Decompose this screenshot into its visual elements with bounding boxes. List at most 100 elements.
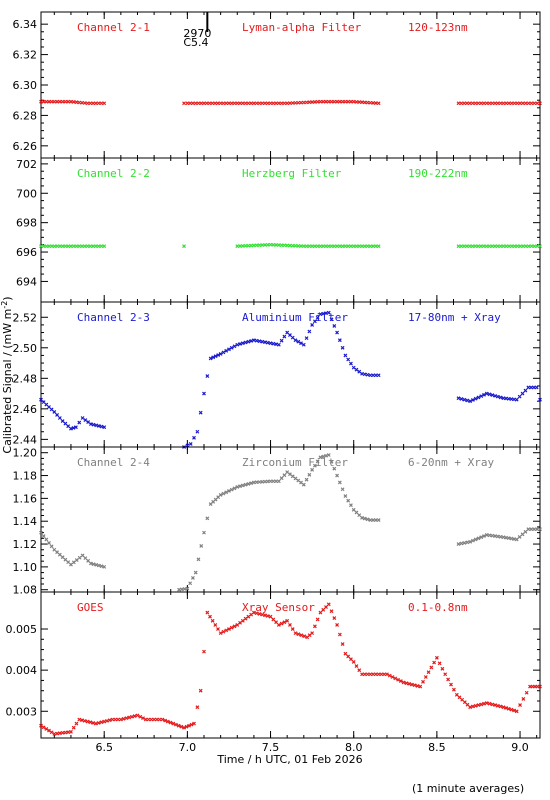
data-point [74,721,79,726]
data-point [66,560,71,565]
data-point [138,714,143,719]
data-point [401,680,406,685]
data-point [74,425,78,430]
data-point [243,340,248,345]
data-point [91,422,96,427]
channel-label: Channel 2-2 [77,167,150,180]
data-point [404,681,409,686]
data-point [351,507,356,512]
data-point [263,613,267,618]
panel-2: 694 696 698 700 702 Channel 2-2 Herzberg Filte… [16,157,542,303]
data-point [71,725,76,730]
data-point [365,372,370,377]
data-point [351,659,356,664]
data-point [357,668,362,673]
data-point [512,537,516,541]
data-point [459,396,464,401]
x-tick-label: 7.5 [262,741,280,754]
data-point [376,101,381,106]
y-tick-label: 1.12 [13,538,38,551]
y-tick-label: 2.46 [13,403,38,416]
data-point [254,611,259,616]
data-point [224,348,229,353]
data-point [523,529,528,534]
data-point [192,435,196,440]
data-point [71,560,76,565]
data-point [83,556,88,561]
data-point [412,683,417,688]
data-point [318,312,323,317]
data-point [326,310,331,315]
y-tick-label: 2.50 [13,342,38,355]
data-point [462,540,467,545]
data-point [310,322,315,327]
data-point [99,424,104,429]
data-point [318,610,323,615]
data-point [221,491,226,496]
data-point [490,533,495,538]
data-point [429,665,434,670]
data-point [293,338,298,343]
data-point [265,340,270,345]
data-point [240,341,245,346]
data-point [276,479,281,484]
data-point [44,402,49,407]
data-point [509,707,514,712]
data-point [340,642,345,647]
data-point [304,477,309,482]
data-point [473,703,478,708]
data-point [177,587,181,592]
y-tick-label: 1.14 [13,515,38,528]
data-point [208,356,213,361]
data-point [94,423,99,428]
data-point [324,453,328,458]
y-tick-label: 698 [16,217,37,230]
data-point [376,518,381,522]
data-point [276,342,281,347]
y-axis-label: Calibrated Signal / (mW m-2) [0,296,14,453]
data-point [524,690,529,695]
filter-label: Lyman-alpha Filter [242,21,362,34]
data-point [490,393,495,398]
data-point [221,629,226,634]
data-point [484,532,489,537]
data-point [346,357,351,362]
data-point [495,703,500,708]
data-point [362,372,367,377]
data-point [523,101,528,106]
data-point [102,244,107,249]
channel-label: Channel 2-3 [77,311,150,324]
data-point [271,617,276,622]
data-point [332,466,337,471]
data-point [224,628,229,633]
data-point [221,350,226,355]
data-point [86,558,91,563]
data-point [249,481,254,486]
range-label: 0.1-0.8nm [408,601,468,614]
data-point [498,704,503,709]
data-point [216,627,220,631]
data-point [240,483,245,488]
data-point [82,718,87,723]
data-point [99,720,104,725]
data-point [468,539,473,544]
y-tick-label: 700 [16,187,37,200]
data-point [165,719,170,724]
y-tick-label: 1.10 [13,561,38,574]
y-tick-label: 702 [16,158,37,171]
data-point [99,564,104,569]
flare-marker-text: C5.4 [183,36,208,49]
data-point [205,610,210,615]
data-point [310,631,315,636]
data-point [102,101,107,106]
data-point [41,725,46,730]
data-point [449,682,453,687]
data-point [509,536,514,541]
data-point [421,679,425,684]
data-point [517,394,522,399]
data-point [462,397,467,402]
data-point [57,552,62,557]
data-point [493,703,498,708]
data-point [238,342,242,346]
data-point [459,541,464,546]
